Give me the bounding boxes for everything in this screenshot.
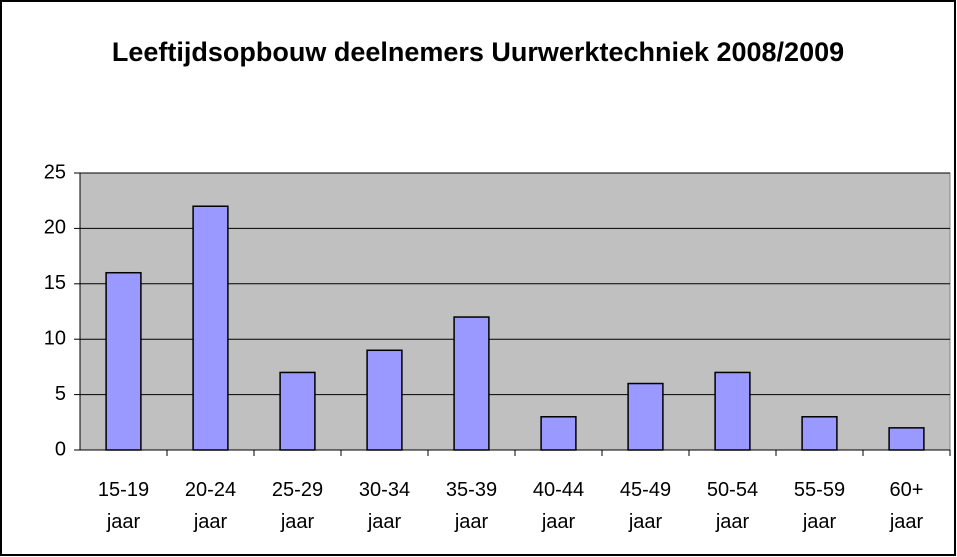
x-tick-label: 50-54 jaar <box>706 479 759 533</box>
y-tick-label: 15 <box>44 272 66 294</box>
x-tick-label: 60+ jaar <box>889 479 924 533</box>
x-tick-label: 25-29 jaar <box>271 479 324 533</box>
y-tick-label: 10 <box>44 327 66 349</box>
bar <box>279 371 316 451</box>
x-tick-label: 45-49 jaar <box>619 479 672 533</box>
x-tick-label: 35-39 jaar <box>445 479 498 533</box>
y-tick-label: 25 <box>44 161 66 183</box>
x-tick-label: 30-34 jaar <box>358 479 411 533</box>
bar <box>888 427 925 451</box>
bar <box>627 382 664 451</box>
bar <box>540 416 577 451</box>
x-tick-label: 20-24 jaar <box>184 479 237 533</box>
y-tick-label: 20 <box>44 217 66 239</box>
x-tick-label: 40-44 jaar <box>532 479 585 533</box>
chart-title: Leeftijdsopbouw deelnemers Uurwerktechni… <box>111 37 845 67</box>
bar <box>714 371 751 451</box>
x-tick-label: 15-19 jaar <box>97 479 150 533</box>
x-tick-label: 55-59 jaar <box>793 479 846 533</box>
bar <box>801 416 838 451</box>
y-tick-label: 5 <box>55 383 66 405</box>
bar <box>453 316 490 451</box>
bar <box>366 349 403 451</box>
bar <box>192 205 229 451</box>
y-tick-label: 0 <box>55 438 66 460</box>
bar <box>105 271 142 451</box>
